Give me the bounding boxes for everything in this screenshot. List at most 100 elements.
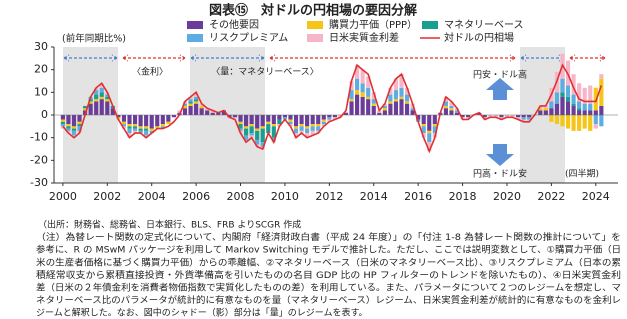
bar-segment <box>554 115 560 125</box>
bar-segment <box>504 115 510 118</box>
bar-segment <box>538 110 543 115</box>
bar-segment <box>355 94 360 115</box>
bar-segment <box>355 78 360 91</box>
bar-segment <box>416 115 421 120</box>
bar-segment <box>127 124 132 127</box>
y-axis-label: (前年同期比%) <box>62 33 126 45</box>
bar-segment <box>194 101 199 104</box>
bar-segment <box>388 87 393 95</box>
bar-segment <box>99 99 104 115</box>
bar-segment <box>182 103 188 106</box>
bar-segment <box>277 119 282 125</box>
y-tick-label: -10 <box>30 131 48 144</box>
bar-segment <box>588 85 593 104</box>
bar-segment <box>360 83 365 93</box>
bar-segment <box>60 115 65 120</box>
bar-segment <box>432 126 437 134</box>
legend-label: 対ドルの円相場 <box>444 31 514 44</box>
x-tick-label: 2008 <box>227 190 255 203</box>
bar-segment <box>144 135 149 138</box>
bar-segment <box>582 110 587 115</box>
legend-label: その他要因 <box>209 18 259 31</box>
bar-segment <box>121 115 127 122</box>
y-tick-label: -30 <box>30 176 48 189</box>
bar-segment <box>321 124 326 127</box>
bar-segment <box>99 83 104 88</box>
bar-segment <box>127 126 132 129</box>
bar-segment <box>238 115 243 122</box>
bar-segment <box>327 115 332 118</box>
bar-segment <box>521 119 526 122</box>
bar-segment <box>593 110 598 115</box>
bar-segment <box>410 108 415 111</box>
bar-segment <box>571 105 576 115</box>
bar-segment <box>321 121 326 125</box>
bar-segment <box>105 94 110 97</box>
x-tick-label: 2020 <box>493 190 521 203</box>
x-tick-label: 2014 <box>360 190 388 203</box>
bar-segment <box>99 96 104 100</box>
bar-segment <box>77 126 82 131</box>
bar-segment <box>271 126 276 138</box>
bar-segment <box>366 99 371 115</box>
x-tick-label: 2018 <box>449 190 477 203</box>
bar-segment <box>194 92 199 97</box>
bar-segment <box>565 115 571 129</box>
bar-segment <box>404 103 410 115</box>
bar-segment <box>393 78 399 91</box>
bar-segment <box>127 128 132 134</box>
bar-segment <box>427 142 432 152</box>
bar-segment <box>116 115 121 118</box>
bar-segment <box>60 121 65 125</box>
bar-segment <box>255 128 260 131</box>
bar-segment <box>349 99 354 102</box>
bar-segment <box>327 117 332 120</box>
y-tick-label: 10 <box>34 85 48 98</box>
bar-segment <box>305 128 310 134</box>
arrow <box>190 54 265 62</box>
bar-segment <box>515 115 521 118</box>
bar-segment <box>305 126 310 129</box>
note-line: 米の生産者価格に基づく購買力平価）からの乖離幅、②マネタリーベース（日米のマネタ… <box>36 256 621 268</box>
bar-segment <box>565 85 571 97</box>
bar-segment <box>366 76 371 88</box>
bar-segment <box>260 115 265 127</box>
bar-segment <box>166 121 171 125</box>
bar-segment <box>310 115 315 125</box>
note-line: 積経常収支から累積直接投資・外貨準備高を引いたものの名目 GDP 比の HP フ… <box>36 269 621 281</box>
bar-segment <box>449 108 454 111</box>
bar-segment <box>132 130 138 134</box>
bar-segment <box>521 117 526 120</box>
line-series <box>62 63 603 154</box>
bar-segment <box>560 78 565 93</box>
arrow <box>122 54 186 62</box>
bar-segment <box>277 115 282 120</box>
bar-segment <box>149 130 154 134</box>
up-arrow <box>486 78 514 100</box>
bar-segment <box>593 124 598 129</box>
bar-segment <box>449 105 454 109</box>
bar-segment <box>210 110 215 113</box>
bar-segment <box>421 126 426 134</box>
bar-segment <box>238 128 243 131</box>
bar-segment <box>565 96 571 102</box>
bar-segment <box>343 112 349 115</box>
bar-segment <box>360 69 365 84</box>
y-tick-label: -20 <box>30 153 48 166</box>
bar-segment <box>599 105 604 115</box>
bar-segment <box>454 112 460 115</box>
bar-segment <box>138 128 143 131</box>
bar-segment <box>427 133 432 143</box>
bar-segment <box>421 124 426 127</box>
bar-segment <box>149 115 154 129</box>
bar-segment <box>571 94 576 104</box>
bar-segment <box>160 115 165 125</box>
bar-segment <box>399 87 404 97</box>
bar-segment <box>393 90 399 100</box>
x-tick-label: 2010 <box>271 190 299 203</box>
x-tick-label: 2006 <box>182 190 210 203</box>
bar-segment <box>88 101 93 104</box>
bar-segment <box>554 92 560 104</box>
y-tick-label: 20 <box>34 63 48 76</box>
